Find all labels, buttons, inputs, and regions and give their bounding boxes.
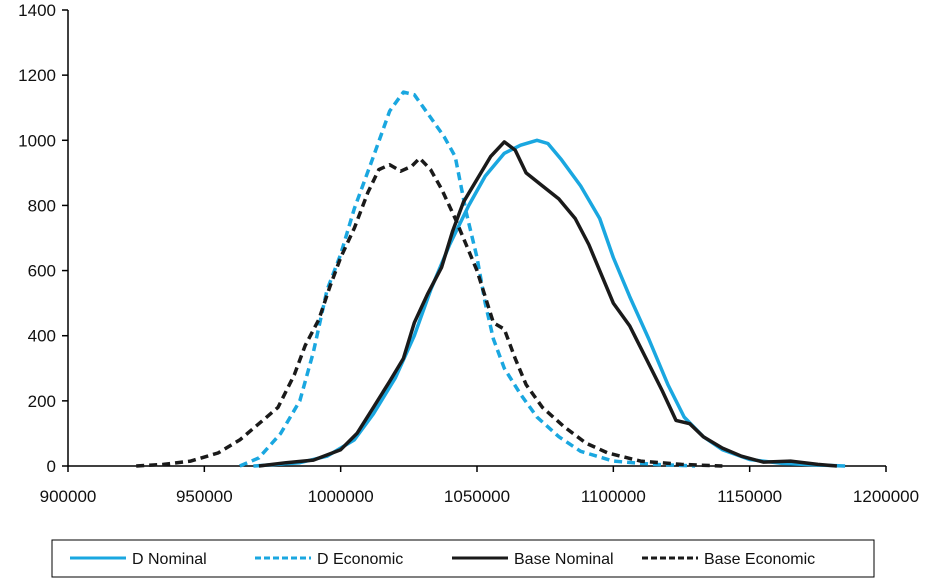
series-line-base-economic [136, 156, 723, 468]
y-ticks: 0 200 400 600 800 1000 1200 1400 [18, 1, 68, 476]
y-tick-label: 600 [28, 262, 56, 281]
y-tick-label: 1400 [18, 1, 56, 20]
x-tick-label: 1000000 [308, 487, 374, 506]
x-ticks: 900000 950000 1000000 1050000 1100000 1150000… [40, 466, 919, 506]
y-tick-label: 0 [47, 457, 56, 476]
y-tick-label: 200 [28, 392, 56, 411]
y-tick-label: 400 [28, 327, 56, 346]
x-tick-label: 1100000 [581, 487, 646, 506]
legend: D Nominal D Economic Base Nominal Base Econ… [51, 539, 875, 578]
axes [67, 10, 886, 467]
legend-label-d-economic: D Economic [317, 551, 403, 568]
x-tick-label: 1150000 [717, 487, 782, 506]
series-line-d-economic [239, 90, 696, 468]
x-tick-label: 950000 [176, 487, 233, 506]
legend-label-base-economic: Base Economic [704, 551, 815, 568]
legend-label-base-nominal: Base Nominal [514, 551, 614, 568]
x-tick-label: 1200000 [853, 487, 919, 506]
x-tick-label: 1050000 [444, 487, 510, 506]
series-line-base-nominal [258, 140, 838, 468]
x-tick-label: 900000 [40, 487, 97, 506]
y-tick-label: 1000 [18, 131, 56, 150]
y-tick-label: 1200 [18, 66, 56, 85]
series-layer [136, 90, 846, 468]
legend-label-d-nominal: D Nominal [132, 551, 207, 568]
legend-items: D Nominal D Economic Base Nominal Base Econ… [70, 551, 815, 568]
y-tick-label: 800 [28, 196, 56, 215]
